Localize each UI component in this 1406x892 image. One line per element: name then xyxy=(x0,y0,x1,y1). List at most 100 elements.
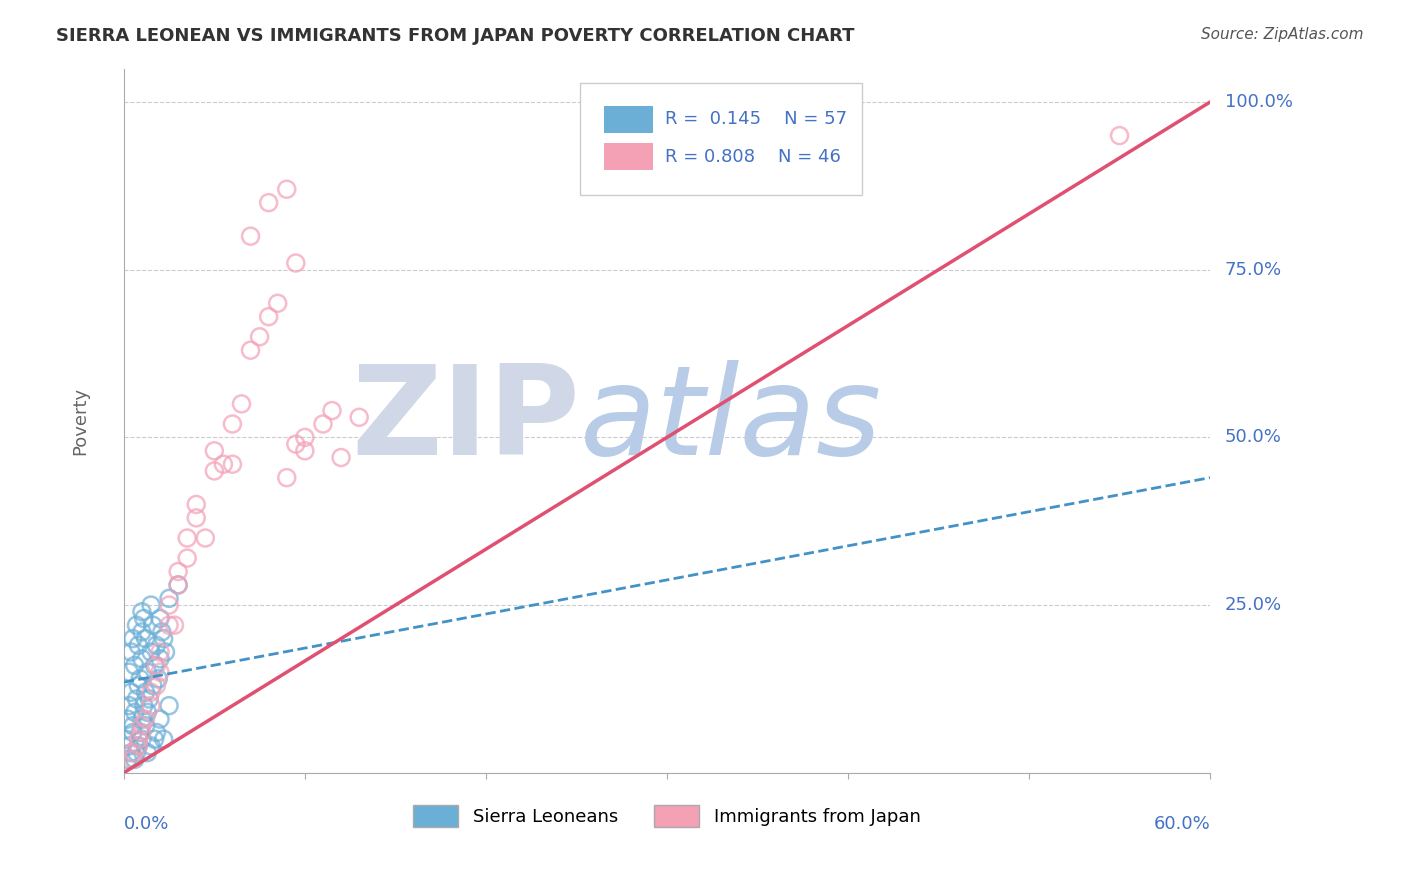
Point xyxy=(139,645,162,659)
Point xyxy=(186,511,208,525)
Point xyxy=(152,732,174,747)
Point xyxy=(149,611,172,625)
Text: Poverty: Poverty xyxy=(72,386,90,455)
Point xyxy=(118,698,141,713)
Point xyxy=(139,598,162,612)
Text: 25.0%: 25.0% xyxy=(1225,596,1282,614)
Point xyxy=(136,706,159,720)
Point xyxy=(139,698,162,713)
Point xyxy=(124,752,146,766)
Text: R =  0.145    N = 57: R = 0.145 N = 57 xyxy=(665,111,846,128)
Point xyxy=(284,256,307,270)
Point xyxy=(145,725,167,739)
Point xyxy=(1108,128,1130,143)
Point xyxy=(127,739,149,753)
Point xyxy=(194,531,217,545)
Text: Source: ZipAtlas.com: Source: ZipAtlas.com xyxy=(1201,27,1364,42)
Text: SIERRA LEONEAN VS IMMIGRANTS FROM JAPAN POVERTY CORRELATION CHART: SIERRA LEONEAN VS IMMIGRANTS FROM JAPAN … xyxy=(56,27,855,45)
Point xyxy=(202,464,225,478)
Point xyxy=(132,698,155,713)
Point xyxy=(148,672,170,686)
Point xyxy=(124,658,146,673)
Point xyxy=(125,618,148,632)
Point xyxy=(212,457,235,471)
Point xyxy=(312,417,335,431)
Point xyxy=(125,746,148,760)
Point xyxy=(176,551,198,566)
Point xyxy=(131,624,153,639)
Point xyxy=(129,672,152,686)
Point xyxy=(117,752,139,766)
Point xyxy=(127,732,149,747)
Point xyxy=(122,719,145,733)
Point xyxy=(249,330,271,344)
Point xyxy=(186,498,208,512)
Point xyxy=(135,712,157,726)
Point xyxy=(135,719,157,733)
Point xyxy=(150,624,173,639)
Point xyxy=(149,665,172,680)
Text: R = 0.808    N = 46: R = 0.808 N = 46 xyxy=(665,147,841,166)
Text: 50.0%: 50.0% xyxy=(1225,428,1281,446)
Point xyxy=(122,746,145,760)
Point xyxy=(267,296,290,310)
Point xyxy=(122,632,145,646)
Point xyxy=(157,698,180,713)
Point xyxy=(155,645,177,659)
Point xyxy=(127,638,149,652)
Point xyxy=(114,732,136,747)
Point xyxy=(163,618,186,632)
Point xyxy=(157,618,180,632)
Text: 100.0%: 100.0% xyxy=(1225,93,1292,112)
Point xyxy=(132,611,155,625)
Point xyxy=(135,632,157,646)
Point xyxy=(157,591,180,606)
Point xyxy=(176,531,198,545)
Point xyxy=(149,645,172,659)
Point xyxy=(135,685,157,699)
Point xyxy=(122,752,145,766)
Point xyxy=(131,651,153,665)
Point xyxy=(143,732,166,747)
Point xyxy=(120,645,142,659)
Point xyxy=(294,443,316,458)
Legend: Sierra Leoneans, Immigrants from Japan: Sierra Leoneans, Immigrants from Japan xyxy=(406,797,928,834)
Point xyxy=(142,618,165,632)
Point xyxy=(122,725,145,739)
Point xyxy=(131,732,153,747)
Point xyxy=(347,410,370,425)
Text: 75.0%: 75.0% xyxy=(1225,260,1282,278)
Point xyxy=(131,719,153,733)
Point xyxy=(127,679,149,693)
Point xyxy=(202,443,225,458)
Text: 60.0%: 60.0% xyxy=(1153,815,1211,833)
Bar xyxy=(605,144,652,170)
Point xyxy=(131,725,153,739)
Point xyxy=(276,182,298,196)
Point xyxy=(284,437,307,451)
Point xyxy=(221,417,243,431)
Point xyxy=(129,725,152,739)
Bar xyxy=(605,106,652,133)
Point xyxy=(167,565,190,579)
Point xyxy=(149,712,172,726)
Point xyxy=(157,598,180,612)
Point xyxy=(330,450,353,465)
Point xyxy=(120,685,142,699)
Point xyxy=(257,310,280,324)
Point xyxy=(257,195,280,210)
Point xyxy=(136,746,159,760)
FancyBboxPatch shape xyxy=(581,83,862,195)
Point xyxy=(139,739,162,753)
Point xyxy=(152,632,174,646)
Point xyxy=(136,665,159,680)
Point xyxy=(231,397,253,411)
Point xyxy=(239,343,262,358)
Point xyxy=(167,578,190,592)
Point xyxy=(127,739,149,753)
Point xyxy=(120,746,142,760)
Text: ZIP: ZIP xyxy=(352,360,581,481)
Point xyxy=(143,658,166,673)
Point xyxy=(167,578,190,592)
Point xyxy=(118,739,141,753)
